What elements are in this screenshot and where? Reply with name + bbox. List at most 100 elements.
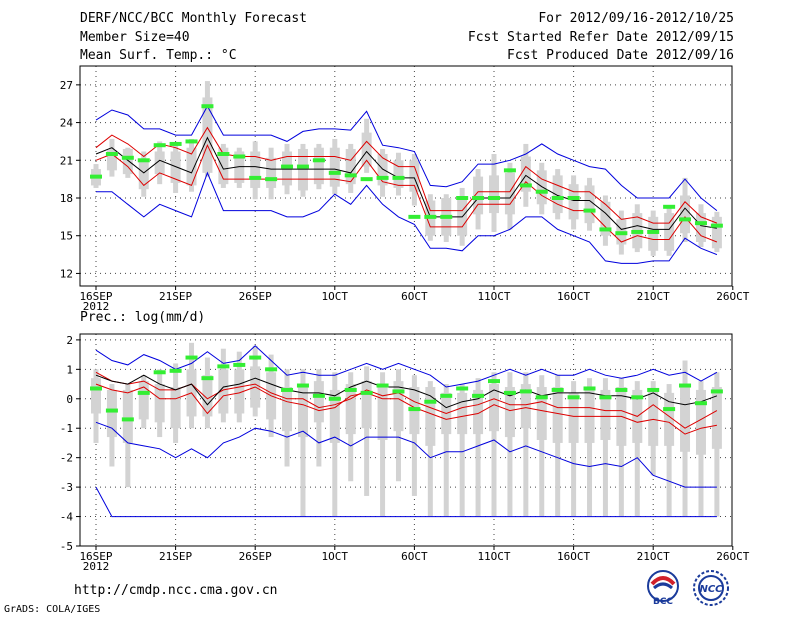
temp-box [584, 185, 595, 224]
prec-box [202, 375, 213, 417]
temp-observed-marker [694, 221, 707, 226]
prec-ytick-label: 2 [66, 334, 73, 347]
temp-observed-marker [217, 152, 230, 156]
variable-label-prec: Prec.: log(mm/d) [80, 310, 206, 325]
prec-whisker [587, 378, 593, 517]
prec-box [584, 387, 595, 443]
prec-box [695, 389, 706, 455]
prec-box [711, 387, 722, 449]
prec-whisker [523, 372, 529, 517]
prec-series-spread-lower [95, 383, 717, 435]
prec-observed-marker [233, 362, 246, 367]
prec-box [91, 378, 101, 414]
prec-box [536, 387, 547, 440]
prec-observed-marker [296, 383, 309, 388]
prec-whisker [539, 375, 545, 517]
prec-whisker [634, 381, 640, 517]
prec-observed-marker [105, 408, 118, 413]
prec-box [568, 392, 579, 443]
temp-xtick-label: 26OCT [716, 290, 749, 303]
prec-observed-marker [551, 387, 564, 392]
prec-box [345, 384, 356, 435]
prec-box [520, 384, 531, 429]
prec-box [218, 369, 229, 414]
prec-box [361, 381, 372, 429]
temp-box [250, 151, 261, 188]
temp-ytick-label: 24 [60, 117, 74, 130]
prec-whisker [475, 378, 481, 517]
prec-xtick-label: 11OCT [477, 550, 510, 563]
temp-ytick-label: 27 [60, 79, 73, 92]
prec-observed-marker [392, 389, 405, 394]
temp-observed-marker [663, 204, 676, 209]
source-url[interactable]: http://cmdp.ncc.cma.gov.cn [74, 583, 278, 598]
prec-observed-marker [137, 390, 150, 395]
prec-observed-marker [344, 387, 357, 392]
prec-box [329, 389, 340, 443]
forecast-range: For 2012/09/16-2012/10/25 [538, 11, 734, 26]
prec-observed-marker [217, 364, 230, 369]
prec-series-spread-upper [95, 371, 718, 429]
temp-observed-marker [105, 152, 118, 156]
prec-observed-marker [535, 395, 548, 400]
prec-ytick-label: -5 [60, 540, 73, 553]
temp-observed-marker [631, 229, 644, 234]
bcc-logo-text: BCC [653, 597, 673, 607]
temp-box [313, 147, 324, 185]
grads-credit: GrADS: COLA/IGES [4, 604, 101, 615]
bcc-logo: BCC [647, 570, 679, 607]
temp-ytick-label: 12 [60, 267, 73, 280]
prec-whisker [364, 366, 370, 496]
temp-observed-marker [488, 196, 500, 200]
prec-whisker [571, 381, 577, 517]
prec-observed-marker [599, 395, 612, 400]
temp-plot-frame [79, 65, 733, 287]
temp-xtick-label: 11OCT [477, 290, 510, 303]
prec-xtick-label: 6OCT [401, 550, 428, 563]
temp-observed-marker [296, 164, 309, 169]
temp-box [234, 151, 245, 183]
prec-whisker [618, 378, 624, 517]
temp-box [536, 170, 547, 205]
temp-box [202, 97, 213, 173]
ncc-logo-text: NCC [699, 584, 723, 595]
prec-box [552, 387, 563, 443]
prec-xtick-label: 26OCT [716, 550, 749, 563]
prec-xtick-label: 26SEP [239, 550, 272, 563]
prec-ytick-label: -4 [60, 511, 74, 524]
temp-observed-marker [281, 164, 294, 169]
temp-observed-marker [153, 143, 166, 148]
prec-observed-marker [456, 386, 469, 391]
prec-box [234, 369, 245, 414]
temp-observed-marker [392, 175, 405, 180]
prec-ytick-label: -1 [60, 422, 73, 435]
temp-box [377, 154, 388, 186]
prec-observed-marker [615, 387, 628, 392]
temp-box [186, 147, 197, 186]
prec-whisker [507, 372, 513, 517]
prec-observed-marker [185, 355, 198, 360]
prec-observed-marker [694, 401, 707, 406]
prec-whisker [411, 375, 417, 496]
prec-ytick-label: -3 [60, 481, 73, 494]
prec-observed-marker [312, 393, 325, 398]
prec-observed-marker [281, 387, 294, 392]
prec-observed-marker [663, 407, 676, 412]
prec-observed-marker [408, 407, 421, 412]
temp-box [409, 160, 420, 192]
temp-box [361, 132, 372, 167]
temp-observed-marker [551, 196, 564, 200]
prec-observed-marker [376, 383, 389, 388]
prec-observed-marker [169, 368, 182, 373]
temp-observed-marker [503, 168, 516, 173]
prec-whisker [555, 375, 561, 517]
prec-ytick-label: 1 [66, 363, 73, 376]
prec-box [297, 387, 308, 438]
prec-whisker [666, 384, 672, 517]
prec-ytick-label: 0 [66, 393, 73, 406]
temp-box [170, 151, 181, 183]
prec-observed-marker [488, 379, 500, 384]
prec-whisker [380, 372, 386, 517]
fcst-produced-date: Fcst Produced Date 2012/09/16 [507, 48, 734, 63]
prec-observed-marker [472, 393, 485, 398]
